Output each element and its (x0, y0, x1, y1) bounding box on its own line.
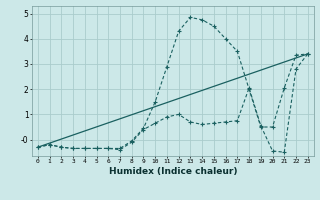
X-axis label: Humidex (Indice chaleur): Humidex (Indice chaleur) (108, 167, 237, 176)
